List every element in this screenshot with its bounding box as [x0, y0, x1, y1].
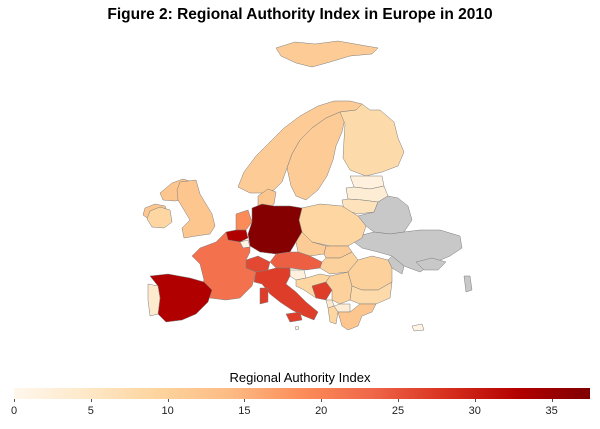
legend-tick-mark	[90, 399, 92, 402]
region-moldova[interactable]	[387, 255, 405, 275]
region-portugal[interactable]	[147, 283, 161, 317]
legend-tick-mark	[398, 399, 399, 402]
region-malta[interactable]	[294, 325, 300, 331]
region-north-macedonia[interactable]	[333, 303, 351, 313]
region-ukraine-east[interactable]	[463, 275, 473, 293]
region-bosnia-and-herzegovina[interactable]	[311, 281, 333, 301]
legend-tick-label: 35	[545, 405, 558, 417]
legend-tick-label: 15	[238, 405, 251, 417]
region-finland[interactable]	[339, 103, 405, 177]
legend-tick-mark	[551, 399, 553, 402]
region-italy-sardinia[interactable]	[259, 287, 269, 305]
legend-tick-mark	[474, 399, 476, 402]
region-greece[interactable]	[337, 303, 377, 331]
region-germany[interactable]	[247, 203, 303, 255]
legend-title: Regional Authority Index	[229, 370, 371, 385]
region-italy-sicily[interactable]	[285, 311, 303, 323]
figure-title: Figure 2: Regional Authority Index in Eu…	[107, 6, 493, 23]
legend-tick-label: 30	[468, 405, 481, 417]
legend-tick-label: 20	[315, 405, 328, 417]
region-united-kingdom[interactable]	[176, 179, 216, 239]
legend-tick-mark	[14, 399, 15, 402]
legend-tick-label: 5	[87, 405, 94, 417]
region-ireland[interactable]	[146, 206, 173, 229]
region-norway-svalbard[interactable]	[275, 40, 379, 68]
region-cyprus[interactable]	[411, 323, 425, 332]
region-albania[interactable]	[327, 305, 339, 325]
legend-tick-label: 0	[10, 405, 18, 417]
region-ukraine-crimea[interactable]	[415, 257, 447, 271]
region-bulgaria[interactable]	[349, 281, 393, 305]
legend-tick-mark	[244, 399, 246, 402]
region-sweden[interactable]	[286, 111, 346, 201]
legend-tick-label: 10	[161, 405, 174, 417]
legend-tick-mark	[167, 399, 169, 402]
legend-tick-mark	[321, 399, 323, 402]
legend-tick-label: 25	[391, 405, 405, 417]
legend-color-bar	[14, 388, 590, 399]
region-netherlands[interactable]	[235, 209, 253, 231]
